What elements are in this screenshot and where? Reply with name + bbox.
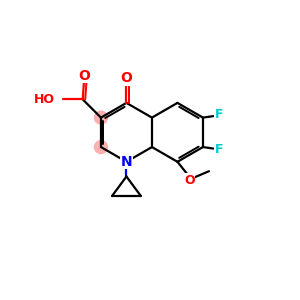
Text: F: F <box>215 108 224 121</box>
Text: N: N <box>121 155 132 169</box>
Circle shape <box>94 141 107 154</box>
Text: F: F <box>215 143 224 157</box>
Circle shape <box>94 111 107 124</box>
Text: O: O <box>121 71 132 85</box>
Text: O: O <box>184 173 194 187</box>
Text: HO: HO <box>34 93 55 106</box>
Text: O: O <box>78 68 90 83</box>
